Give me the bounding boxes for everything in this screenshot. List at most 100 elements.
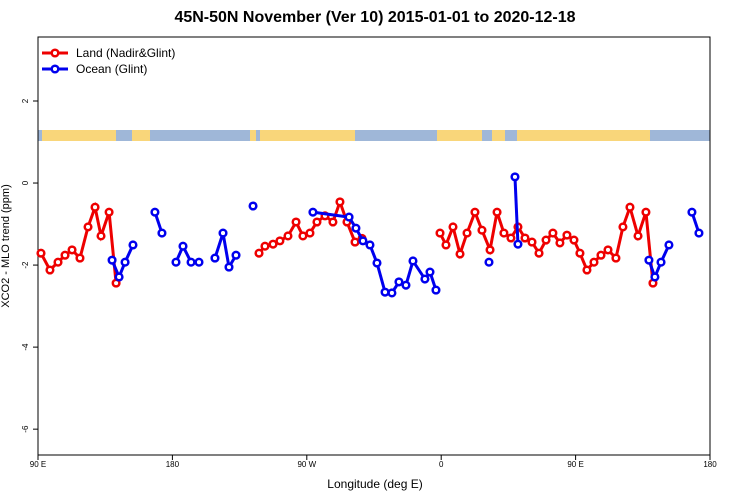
point bbox=[687, 207, 697, 217]
x-axis-label: Longitude (deg E) bbox=[327, 477, 422, 491]
point bbox=[455, 249, 465, 259]
point bbox=[210, 253, 220, 263]
y-axis-label: XCO2 - MLO trend (ppm) bbox=[0, 184, 12, 307]
point bbox=[477, 225, 487, 235]
point bbox=[625, 202, 635, 212]
point bbox=[75, 253, 85, 263]
point bbox=[470, 207, 480, 217]
point bbox=[194, 257, 204, 267]
y-tick-label: 2 bbox=[21, 98, 30, 103]
line bbox=[647, 244, 671, 282]
point bbox=[328, 217, 338, 227]
point bbox=[83, 222, 93, 232]
point bbox=[90, 202, 100, 212]
point bbox=[128, 240, 138, 250]
point bbox=[562, 230, 572, 240]
point bbox=[45, 265, 55, 275]
point bbox=[425, 267, 435, 277]
point bbox=[150, 207, 160, 217]
point bbox=[67, 245, 77, 255]
point bbox=[107, 255, 117, 265]
point bbox=[633, 231, 643, 241]
point bbox=[387, 288, 397, 298]
point bbox=[248, 201, 258, 211]
point bbox=[224, 262, 234, 272]
legend-label: Land (Nadir&Glint) bbox=[76, 46, 175, 60]
point bbox=[435, 228, 445, 238]
point bbox=[589, 257, 599, 267]
point bbox=[365, 240, 375, 250]
point bbox=[441, 240, 451, 250]
point bbox=[541, 235, 551, 245]
point bbox=[510, 172, 520, 182]
point bbox=[520, 233, 530, 243]
point bbox=[358, 236, 368, 246]
series bbox=[36, 197, 658, 288]
point bbox=[291, 217, 301, 227]
point bbox=[555, 238, 565, 248]
line bbox=[213, 232, 238, 272]
point bbox=[656, 257, 666, 267]
point bbox=[548, 228, 558, 238]
point bbox=[484, 257, 494, 267]
point bbox=[408, 256, 418, 266]
line bbox=[438, 202, 655, 284]
point bbox=[641, 207, 651, 217]
line bbox=[110, 244, 135, 281]
legend-label: Ocean (Glint) bbox=[76, 62, 147, 76]
point bbox=[275, 236, 285, 246]
legend-marker bbox=[50, 64, 60, 74]
point bbox=[372, 258, 382, 268]
chart-title: 45N-50N November (Ver 10) 2015-01-01 to … bbox=[174, 9, 575, 26]
point bbox=[506, 233, 516, 243]
point bbox=[351, 223, 361, 233]
point bbox=[308, 207, 318, 217]
point bbox=[380, 287, 390, 297]
point bbox=[171, 257, 181, 267]
legend-marker bbox=[50, 48, 60, 58]
point bbox=[420, 274, 430, 284]
series bbox=[107, 172, 704, 298]
point bbox=[575, 248, 585, 258]
x-tick-label: 90 E bbox=[30, 460, 46, 469]
point bbox=[394, 277, 404, 287]
plot-frame bbox=[37, 36, 711, 456]
point bbox=[569, 235, 579, 245]
point bbox=[513, 239, 523, 249]
point bbox=[104, 207, 114, 217]
point bbox=[534, 248, 544, 258]
point bbox=[36, 248, 46, 258]
point bbox=[335, 197, 345, 207]
point bbox=[120, 257, 130, 267]
point bbox=[603, 245, 613, 255]
x-tick-label: 90 E bbox=[567, 460, 583, 469]
point bbox=[305, 228, 315, 238]
point bbox=[596, 250, 606, 260]
point bbox=[664, 240, 674, 250]
point bbox=[268, 239, 278, 249]
point bbox=[485, 245, 495, 255]
point bbox=[644, 255, 654, 265]
point bbox=[283, 231, 293, 241]
point bbox=[178, 241, 188, 251]
point bbox=[431, 285, 441, 295]
point bbox=[492, 207, 502, 217]
point bbox=[582, 265, 592, 275]
point bbox=[96, 231, 106, 241]
point bbox=[611, 253, 621, 263]
point bbox=[618, 222, 628, 232]
y-tick-label: -6 bbox=[21, 425, 30, 433]
x-tick-label: 90 W bbox=[297, 460, 316, 469]
point bbox=[218, 228, 228, 238]
point bbox=[650, 272, 660, 282]
point bbox=[157, 228, 167, 238]
point bbox=[462, 228, 472, 238]
point bbox=[298, 231, 308, 241]
y-tick-label: -4 bbox=[21, 343, 30, 351]
point bbox=[260, 241, 270, 251]
x-tick-label: 180 bbox=[703, 460, 717, 469]
point bbox=[527, 237, 537, 247]
y-tick-label: -2 bbox=[21, 261, 30, 269]
x-tick-label: 0 bbox=[439, 460, 444, 469]
